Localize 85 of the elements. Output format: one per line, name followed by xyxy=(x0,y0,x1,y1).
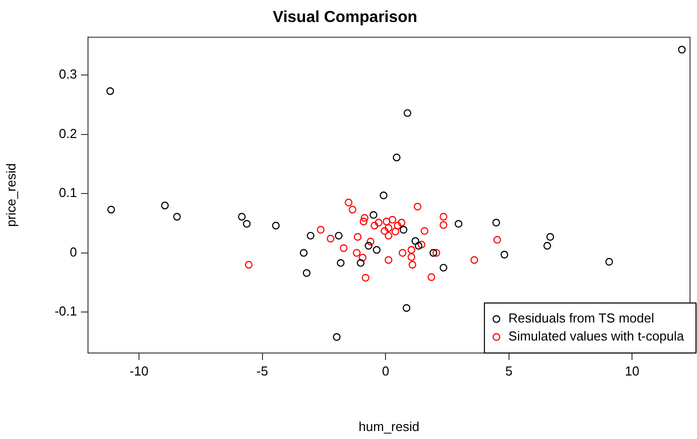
x-tick-label: 10 xyxy=(624,363,640,378)
point xyxy=(106,87,114,95)
point xyxy=(107,206,116,214)
point xyxy=(492,218,500,226)
point xyxy=(388,216,396,224)
point xyxy=(384,256,392,264)
point xyxy=(414,202,422,211)
point xyxy=(348,206,356,214)
point xyxy=(384,224,392,232)
point xyxy=(272,222,280,230)
point xyxy=(470,256,478,264)
point xyxy=(362,274,370,282)
point xyxy=(384,232,392,240)
point xyxy=(364,242,372,250)
point xyxy=(244,260,253,269)
point xyxy=(440,264,448,272)
point xyxy=(374,218,382,226)
point xyxy=(428,273,436,282)
point xyxy=(336,259,345,267)
point xyxy=(360,218,368,226)
y-tick-label: 0.1 xyxy=(58,185,77,200)
point xyxy=(546,233,554,241)
point xyxy=(354,233,362,241)
point xyxy=(242,220,251,228)
point xyxy=(334,232,343,240)
point xyxy=(420,227,428,235)
x-tick-label: 5 xyxy=(505,363,512,378)
point xyxy=(678,46,686,54)
point xyxy=(400,226,408,234)
point xyxy=(380,227,388,235)
point xyxy=(500,250,508,258)
point xyxy=(360,214,368,222)
point xyxy=(326,234,334,242)
point xyxy=(418,240,426,248)
x-tick-label: 0 xyxy=(382,363,390,378)
x-axis-title: hum_resid xyxy=(358,418,420,434)
point xyxy=(440,212,448,221)
point xyxy=(340,244,348,252)
y-tick-label: 0 xyxy=(70,244,77,260)
point xyxy=(404,109,412,117)
chart-title: Visual Comparison xyxy=(272,9,418,26)
point xyxy=(392,228,400,236)
point xyxy=(316,226,325,234)
x-tick-label: -5 xyxy=(256,363,268,378)
point xyxy=(440,221,448,229)
point xyxy=(380,192,388,200)
point xyxy=(408,253,416,261)
point xyxy=(358,254,366,262)
point xyxy=(370,211,378,219)
y-tick-label: 0.2 xyxy=(58,126,77,141)
point xyxy=(414,242,422,250)
point xyxy=(430,249,438,257)
point xyxy=(300,249,308,257)
point xyxy=(408,246,416,254)
point xyxy=(454,220,462,228)
point xyxy=(352,249,361,257)
point xyxy=(398,249,406,257)
point xyxy=(306,232,314,240)
point xyxy=(392,154,400,162)
point xyxy=(161,202,169,210)
point xyxy=(366,238,374,246)
point xyxy=(173,212,181,221)
point xyxy=(344,198,352,206)
point xyxy=(543,242,552,250)
point xyxy=(398,218,406,226)
point xyxy=(356,259,364,267)
legend-label: Residuals from TS model xyxy=(508,310,654,326)
point xyxy=(493,236,502,244)
point xyxy=(370,222,378,230)
legend-label: Simulated values with t-copula xyxy=(508,328,685,344)
y-tick-label: 0.3 xyxy=(58,66,77,82)
point xyxy=(408,260,416,269)
y-axis-title: price_resid xyxy=(3,163,18,227)
point xyxy=(372,246,381,254)
point xyxy=(605,258,613,266)
x-tick-label: -10 xyxy=(130,363,148,378)
point xyxy=(332,333,341,341)
point xyxy=(302,269,311,277)
point xyxy=(412,237,420,245)
point xyxy=(238,212,246,221)
y-tick-label: -0.1 xyxy=(54,304,77,319)
point xyxy=(382,218,390,226)
point xyxy=(402,304,410,312)
point xyxy=(394,222,402,230)
point xyxy=(432,249,440,257)
